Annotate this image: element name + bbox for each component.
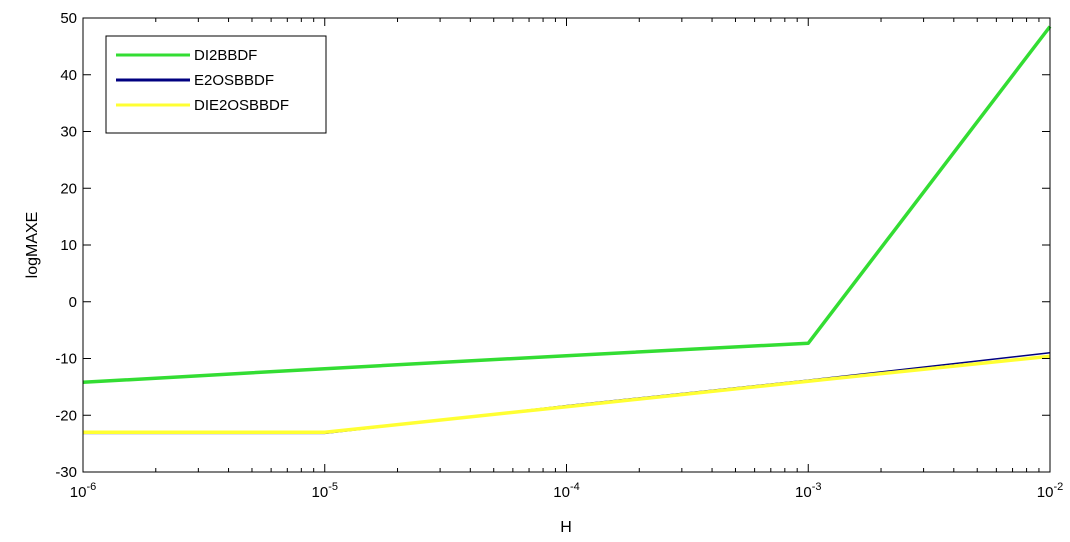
legend: DI2BBDF E2OSBBDF DIE2OSBBDF bbox=[105, 35, 327, 134]
y-tick-labels: 50 40 30 20 10 0 -10 -20 -30 bbox=[55, 10, 77, 481]
y-tick-label: 40 bbox=[60, 67, 77, 84]
x-tick-label-exponent: -2 bbox=[1053, 481, 1063, 493]
axis-layer bbox=[82, 17, 1051, 473]
x-tick-label-base: 10 bbox=[795, 484, 812, 501]
legend-label: DI2BBDF bbox=[194, 47, 257, 64]
x-tick-label: 10-5 bbox=[312, 481, 338, 501]
x-tick-label-exponent: -5 bbox=[328, 481, 338, 493]
y-axis-label: logMAXE bbox=[24, 212, 41, 279]
x-tick-label: 10-2 bbox=[1037, 481, 1063, 501]
x-tick-label-base: 10 bbox=[312, 484, 329, 501]
plot-frame bbox=[82, 17, 1051, 473]
series-layer bbox=[82, 25, 1052, 435]
x-tick-label-exponent: -4 bbox=[570, 481, 580, 493]
series-line-di2bbdf bbox=[82, 25, 1052, 385]
legend-label: DIE2OSBBDF bbox=[194, 97, 289, 114]
y-tick-label: -10 bbox=[55, 351, 77, 368]
y-tick-label: 0 bbox=[69, 294, 77, 311]
x-tick-labels: 10-6 10-5 10-4 10-3 10-2 bbox=[70, 481, 1063, 501]
series-line-die2osbbdf bbox=[83, 354, 1051, 435]
y-tick-label: -20 bbox=[55, 407, 77, 424]
y-tick-label: 30 bbox=[60, 124, 77, 141]
y-tick-label: -30 bbox=[55, 464, 77, 481]
x-tick-label: 10-3 bbox=[795, 481, 821, 501]
x-tick-label-exponent: -6 bbox=[86, 481, 96, 493]
y-tick-label: 50 bbox=[60, 10, 77, 27]
x-tick-label-exponent: -3 bbox=[812, 481, 822, 493]
x-tick-label: 10-6 bbox=[70, 481, 96, 501]
x-tick-label: 10-4 bbox=[553, 481, 579, 501]
legend-label: E2OSBBDF bbox=[194, 72, 274, 89]
x-axis-label: H bbox=[560, 519, 572, 536]
x-tick-label-base: 10 bbox=[1037, 484, 1054, 501]
y-tick-label: 20 bbox=[60, 180, 77, 197]
x-tick-label-base: 10 bbox=[70, 484, 87, 501]
y-tick-label: 10 bbox=[60, 237, 77, 254]
x-tick-label-base: 10 bbox=[553, 484, 570, 501]
legend-box bbox=[105, 35, 327, 134]
